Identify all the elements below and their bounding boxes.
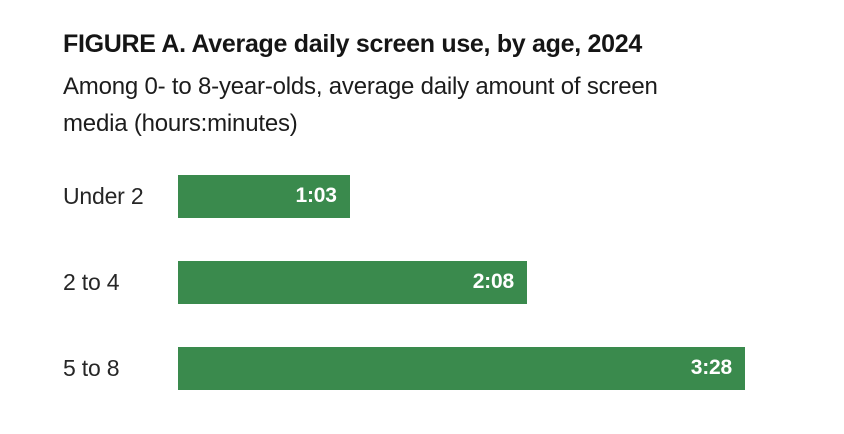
figure-subtitle: Among 0- to 8-year-olds, average daily a… xyxy=(63,72,658,137)
bar-under-2: 1:03 xyxy=(178,174,350,218)
bar-value-label-under-2: 1:03 xyxy=(295,184,337,208)
bar-track: 1:03 xyxy=(178,174,745,218)
category-label-5-to-8: 5 to 8 xyxy=(63,354,120,381)
bar-row-under-2: Under 2 1:03 xyxy=(63,174,804,218)
bar-value-label-5-to-8: 3:28 xyxy=(690,356,732,380)
category-label-under-2: Under 2 xyxy=(63,182,144,209)
figure-title: FIGURE A. Average daily screen use, by a… xyxy=(63,30,642,58)
bar-track: 3:28 xyxy=(178,346,745,390)
bar-value-label-2-to-4: 2:08 xyxy=(472,270,514,294)
bar-chart: Under 2 1:03 2 to 4 2:08 5 to 8 3:28 xyxy=(63,174,804,390)
bar-row-5-to-8: 5 to 8 3:28 xyxy=(63,346,804,390)
bar-row-2-to-4: 2 to 4 2:08 xyxy=(63,260,804,304)
bar-2-to-4: 2:08 xyxy=(178,260,527,304)
bar-5-to-8: 3:28 xyxy=(178,346,745,390)
category-label-2-to-4: 2 to 4 xyxy=(63,268,120,295)
bar-track: 2:08 xyxy=(178,260,745,304)
